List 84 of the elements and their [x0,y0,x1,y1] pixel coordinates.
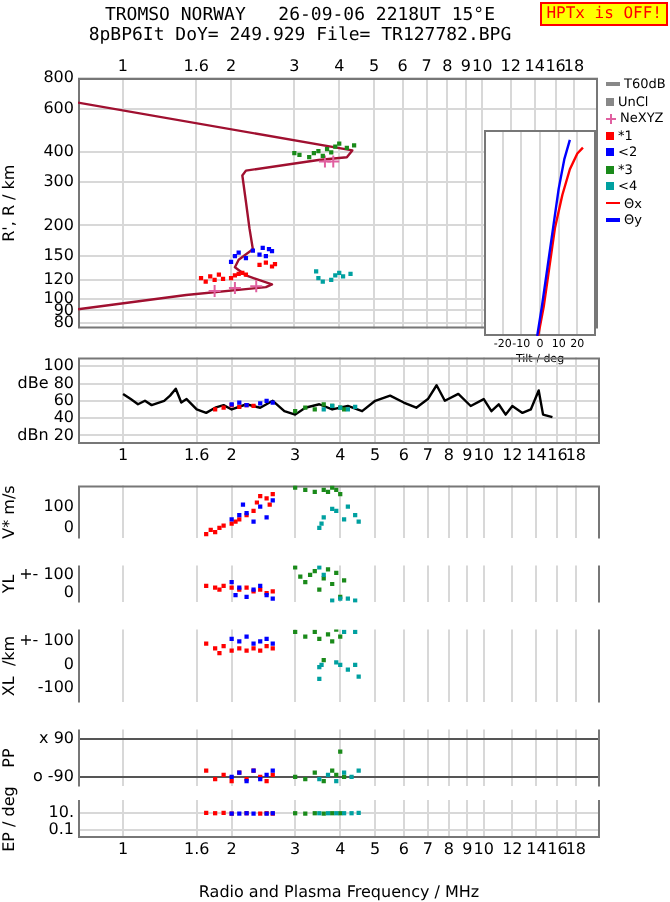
y-axis-title: YL [0,573,18,596]
x-tick-label: 2 [226,445,237,464]
x-tick-label: 1.6 [183,56,209,75]
x-axis-title: Radio and Plasma Frequency / MHz [198,882,480,901]
text: +- [19,564,44,583]
x-tick-label: 2 [226,839,237,858]
y-tick-label: 800 [43,68,74,87]
y-tick-label: 100 [43,496,74,515]
x-tick-label: 14 [526,839,547,858]
x-tick-label: 16 [545,56,566,75]
x-tick-label: 6 [397,56,408,75]
y-tick-label: 150 [43,246,74,265]
x-tick-label: 18 [565,445,587,464]
y-tick-label: 100 [43,356,74,375]
y-tick-label: 60 [53,390,74,409]
y-tick-label: 400 [43,141,74,160]
x-tick-label: 8 [442,56,453,75]
y-tick-label: -90 [47,767,74,786]
y-tick-label: 80 [53,313,74,332]
chart-title: TROMSO NORWAY 26-09-06 2218UT 15°E [104,6,496,26]
y-tick-label: dBn 20 [17,425,74,444]
y-tick-label: 600 [43,98,74,117]
y-tick-label: 0 [63,518,74,536]
x-tick-label: 4 [334,56,345,75]
text: HPTx is OFF! [540,2,668,26]
x-tick-label: 3 [289,56,300,75]
text: o [32,767,48,786]
y-tick-label: 40 [53,408,74,427]
x-tick-label: 10 [472,56,493,75]
y-tick-label: 0.1 [48,819,74,838]
y-axis-title: EP / deg [0,786,18,852]
x-tick-label: 18 [565,839,587,858]
x-tick-label: 7 [422,445,433,464]
y-tick-label: 0 [63,654,74,673]
x-tick-label: 12 [502,445,523,464]
x-tick-label: 16 [547,445,568,464]
y-tick-label: 90 [53,729,74,748]
x-tick-label: 1 [117,56,128,75]
y-tick-label: -100 [37,678,74,697]
y-axis-title: XL /km [0,635,18,697]
x-tick-label: 2 [225,56,237,75]
x-tick-label: 8 [443,445,454,464]
y-tick-label: 90 [53,300,74,319]
x-tick-label: 18 [563,56,585,75]
x-tick-label: 5 [370,839,381,858]
x-tick-label: 1 [117,445,129,464]
x-tick-label: 6 [398,445,409,464]
y-tick-label: dBe 80 [17,373,74,392]
y-tick-label: 100 [43,631,74,650]
x-tick-label: 3 [290,445,301,464]
y-tick-label: 100 [43,564,74,583]
y-axis-title: V* m/s [0,485,18,539]
x-tick-label: 14 [526,445,547,464]
x-tick-label: 9 [460,56,471,75]
x-tick-label: 7 [421,56,432,75]
x-tick-label: 8 [443,839,454,858]
x-tick-label: 1 [117,839,129,858]
x-tick-label: 5 [368,56,380,75]
x-tick-label: 10 [473,839,494,858]
x-tick-label: 9 [462,445,473,464]
x-tick-label: 4 [335,839,346,858]
y-tick-label: 200 [43,215,74,234]
y-tick-label: 10. [48,803,74,822]
x-tick-label: 5 [370,445,381,464]
x-tick-label: 1.6 [183,445,210,464]
text: +- [19,631,44,650]
x-tick-label: 16 [547,839,568,858]
x-tick-label: 4 [335,445,346,464]
x-tick-label: 10 [473,445,494,464]
y-tick-label: 120 [43,269,74,288]
y-axis-title: PP [0,748,18,768]
text: x [39,729,54,748]
x-tick-label: 7 [422,839,433,858]
x-tick-label: 1.6 [183,839,210,858]
y-axis-title: R', R / km [0,164,18,242]
x-tick-label: 14 [524,56,545,75]
y-tick-label: 0 [63,583,74,602]
x-tick-label: 12 [500,56,521,75]
x-tick-label: 12 [502,839,523,858]
x-tick-label: 9 [462,839,473,858]
x-tick-label: 3 [290,839,301,858]
x-tick-label: 6 [398,839,409,858]
chart-subtitle: 8pBP6It DoY= 249.929 File= TR127782.BPG [86,26,514,46]
y-tick-label: 300 [43,172,74,191]
